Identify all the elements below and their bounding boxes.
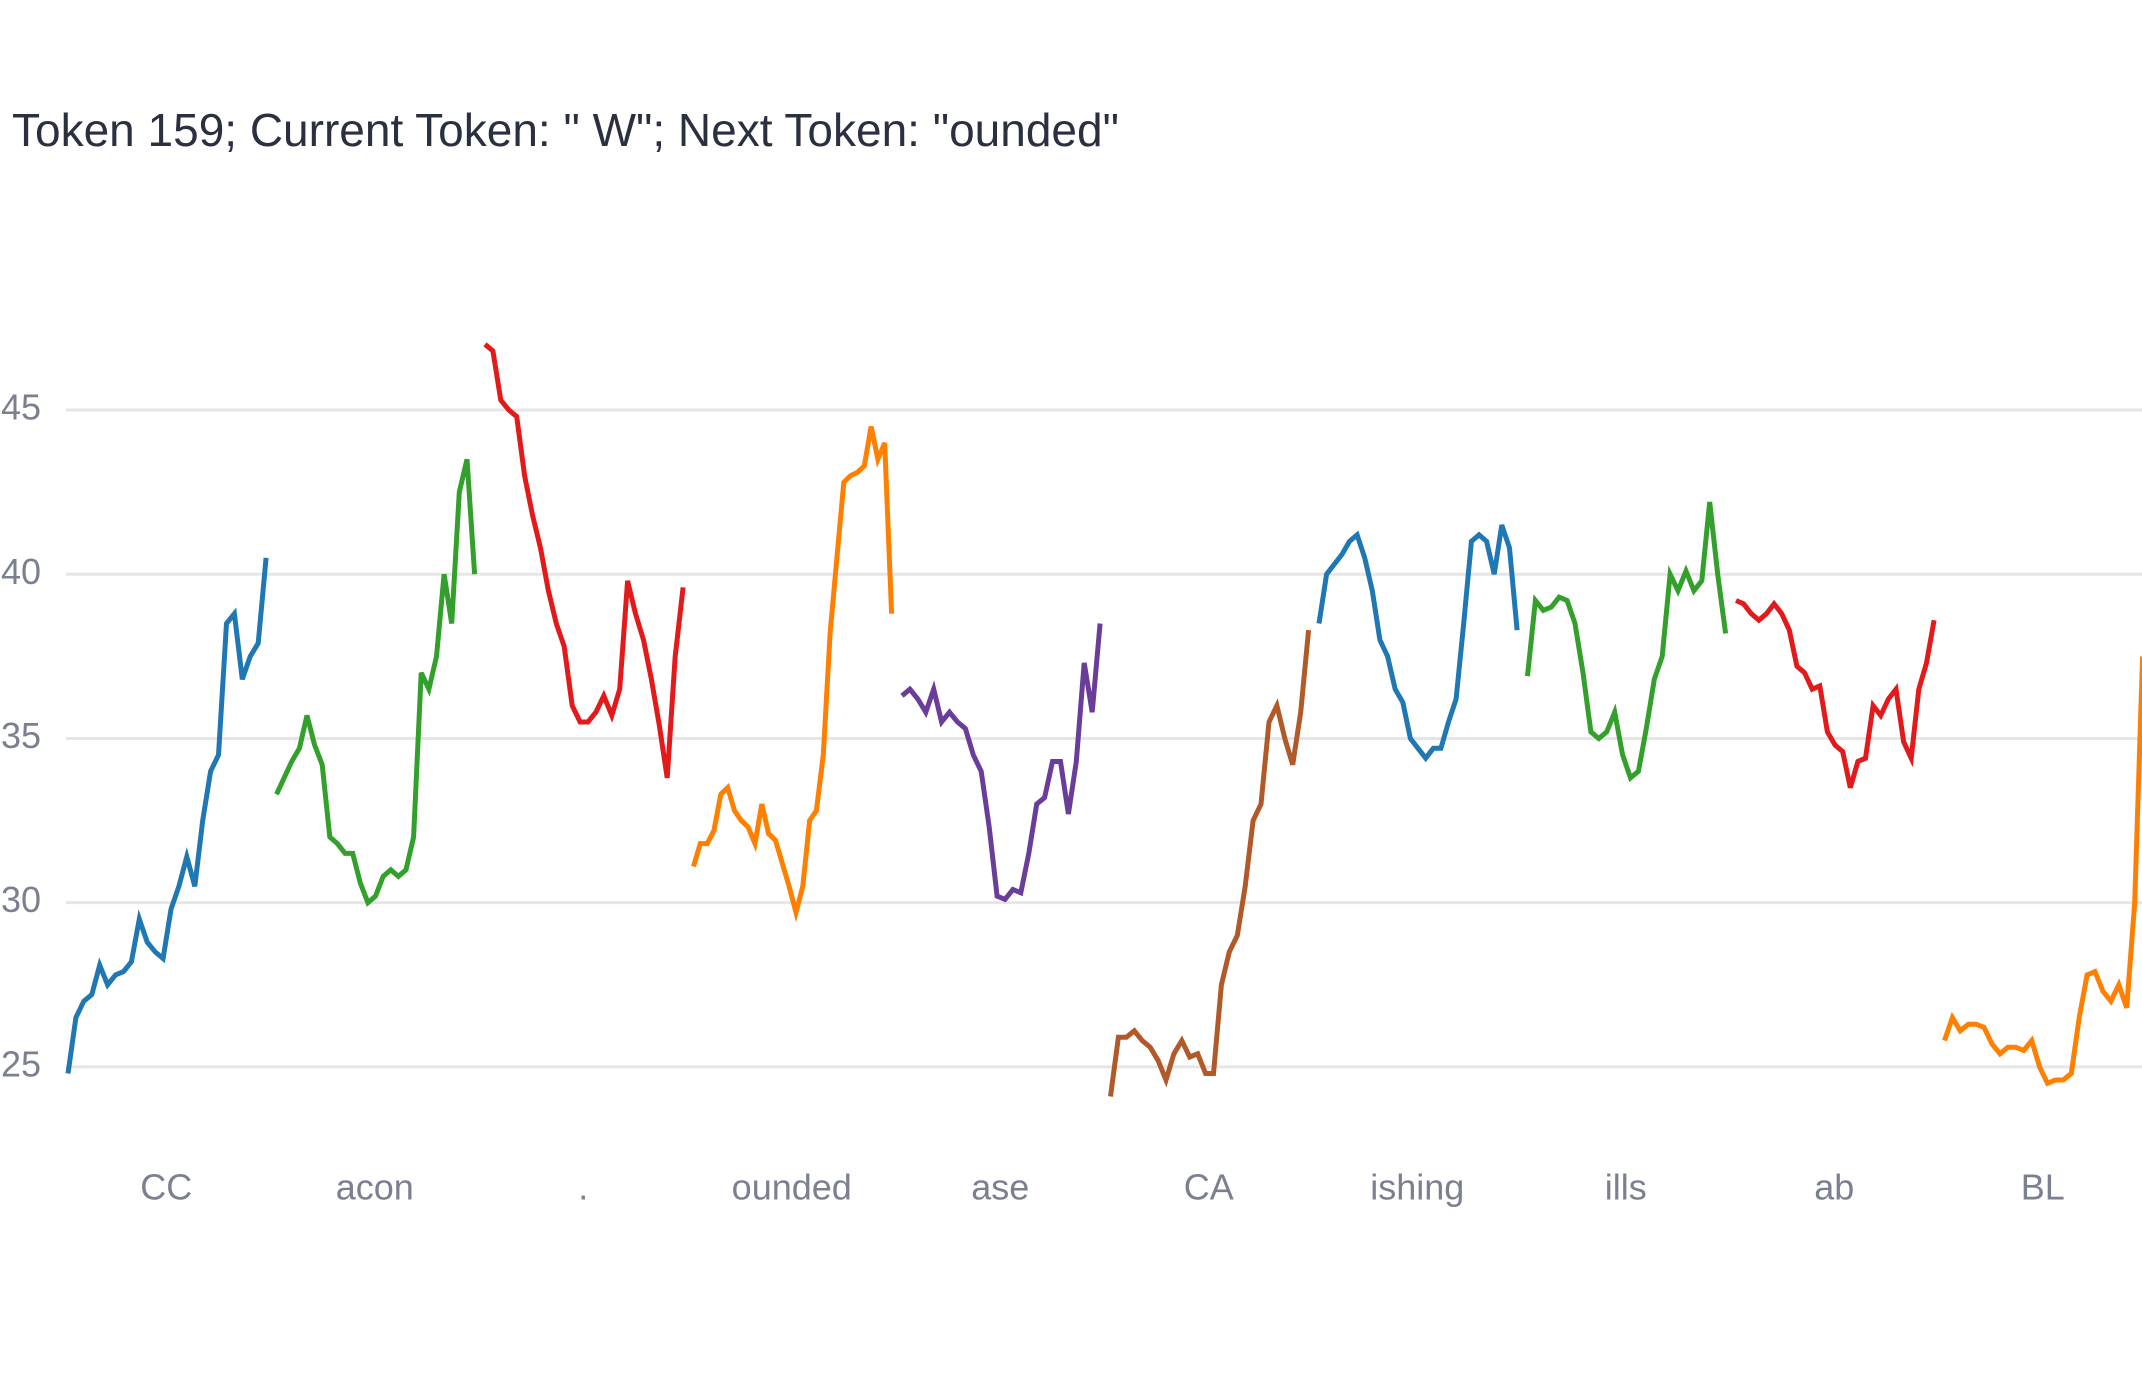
- line-series: [1735, 598, 1937, 789]
- x-tick-label: BL: [2021, 1167, 2065, 1208]
- x-tick-label: CA: [1184, 1167, 1234, 1208]
- x-tick-label: CC: [140, 1167, 192, 1208]
- y-tick-label: 40: [1, 551, 41, 592]
- line-series: [1316, 524, 1520, 763]
- y-tick-label: 45: [1, 387, 41, 428]
- y-tick-label: 30: [1, 879, 41, 920]
- x-tick-label: acon: [336, 1167, 414, 1208]
- x-tick-label: .: [578, 1167, 588, 1208]
- chart-title: Token 159; Current Token: " W"; Next Tok…: [12, 104, 1119, 156]
- x-tick-label: ab: [1814, 1167, 1854, 1208]
- x-tick-label: ase: [971, 1167, 1029, 1208]
- line-series: [1108, 629, 1312, 1097]
- x-tick-label: ishing: [1370, 1167, 1464, 1208]
- grid: [66, 408, 2142, 1069]
- line-series: [274, 458, 478, 907]
- y-tick-label: 35: [1, 715, 41, 756]
- line-series: [1942, 656, 2142, 1087]
- x-tick-label: ounded: [732, 1167, 852, 1208]
- line-series: [691, 425, 895, 923]
- line-series: [1525, 501, 1729, 783]
- labels: 25 30 35 40 45 CC acon. ounded ase CA ishing ills ab…: [1, 387, 2065, 1208]
- x-tick-label: ills: [1605, 1167, 1647, 1208]
- y-tick-label: 25: [1, 1043, 41, 1084]
- line-series: [65, 557, 269, 1074]
- line-series: [483, 342, 686, 779]
- plot-lines: [65, 342, 2142, 1097]
- line-series: [900, 623, 1103, 903]
